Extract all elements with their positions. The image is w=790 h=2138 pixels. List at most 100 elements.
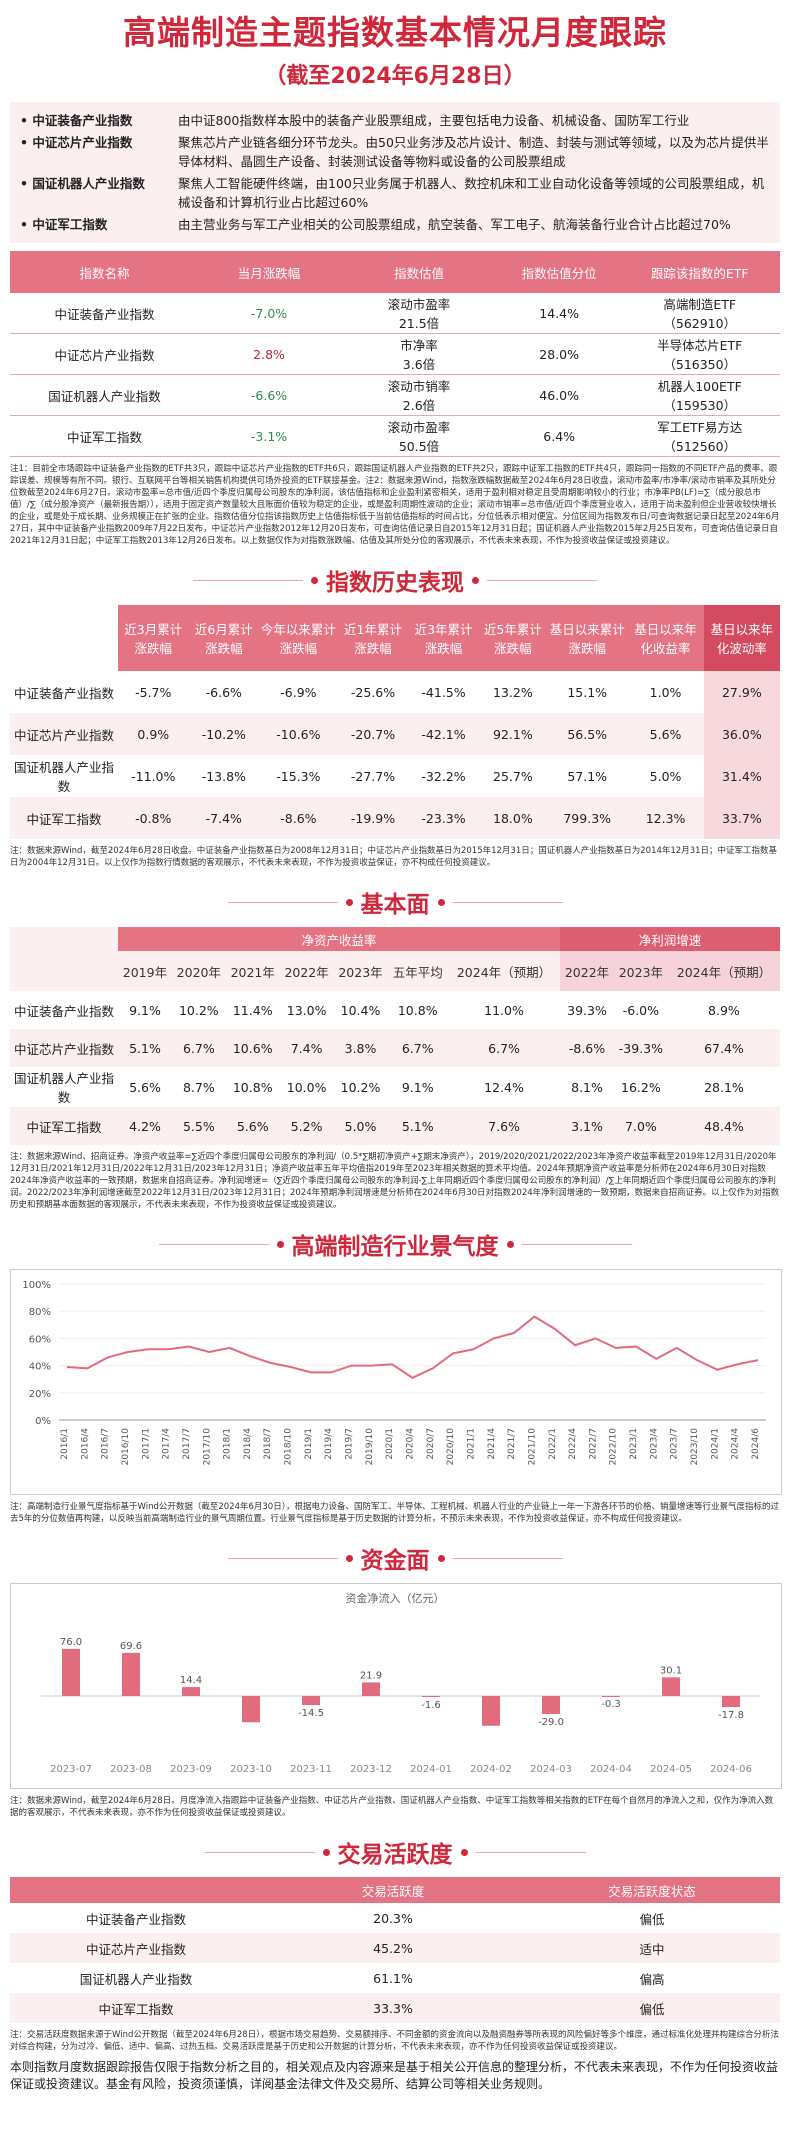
history-value: 18.0% xyxy=(493,810,533,826)
bar xyxy=(122,1652,140,1696)
index-name: 国证机器人产业指数 xyxy=(13,760,114,794)
bar-value-label: 30.1 xyxy=(660,1665,682,1676)
bar xyxy=(362,1682,380,1696)
valuation-type: 滚动市盈率 xyxy=(387,297,451,312)
index-name: 中证芯片产业指数 xyxy=(54,347,155,363)
x-tick-label: 2024-01 xyxy=(410,1764,452,1775)
roe-value: 5.1% xyxy=(401,1118,434,1134)
history-value: -8.6% xyxy=(280,810,317,826)
history-row: 中证装备产业指数 -5.7% -6.6% -6.9% -25.6% -41.5% 13.2%… xyxy=(10,671,780,713)
etf-name: 军工ETF易方达 xyxy=(657,420,743,435)
x-tick-label: 2024-05 xyxy=(650,1764,692,1775)
activity-row: 国证机器人产业指数 61.1% 偏高 xyxy=(10,1963,780,1993)
etf-cell: 机器人100ETF （159530） xyxy=(619,375,780,416)
valuation-value: 50.5倍 xyxy=(398,439,440,454)
roe-value: 10.2% xyxy=(340,1079,381,1095)
intro-row: • 中证芯片产业指数 聚焦芯片产业链各细分环节龙头。由50只业务涉及芯片设计、制造… xyxy=(10,133,780,171)
col-header: 基日以来累计涨跌幅 xyxy=(546,605,628,671)
y-tick-label: 80% xyxy=(29,1307,51,1318)
year-header: 2020年 xyxy=(171,951,226,991)
history-value: -10.2% xyxy=(201,726,246,742)
bar xyxy=(422,1696,440,1697)
bar-value-label: -0.3 xyxy=(601,1699,621,1710)
history-value: 13.2% xyxy=(493,684,533,700)
bar-value-label: -17.8 xyxy=(718,1710,744,1721)
roe-value: 9.1% xyxy=(129,1002,161,1018)
growth-value: 7.0% xyxy=(625,1118,657,1134)
roe-value: 6.7% xyxy=(401,1040,434,1056)
history-value: -7.4% xyxy=(205,810,242,826)
x-tick-label: 2023/4 xyxy=(649,1428,659,1460)
x-tick-label: 2024-04 xyxy=(590,1764,632,1775)
funds-chart: 资金净流入（亿元） 76.0 2023-07 69.6 2023-08 14.4 2023-… xyxy=(10,1583,782,1789)
roe-value: 5.1% xyxy=(129,1040,161,1056)
valuation-percentile: 6.4% xyxy=(543,428,576,444)
roe-value: 5.2% xyxy=(290,1118,323,1134)
x-tick-label: 2024-03 xyxy=(530,1764,572,1775)
index-intro-panel: • 中证装备产业指数 由中证800指数样本股中的装备产业股票组成，主要包括电力设备… xyxy=(10,102,780,243)
col-header: 近1年累计涨跌幅 xyxy=(337,605,409,671)
monthly-change: -7.0% xyxy=(250,305,288,321)
fundamentals-table-body: 中证装备产业指数 9.1% 10.2% 11.4% 13.0% 10.4% 10.8% 11.… xyxy=(10,991,780,1145)
bar xyxy=(62,1648,80,1696)
growth-value: 67.4% xyxy=(704,1040,744,1056)
growth-value: -8.6% xyxy=(568,1040,606,1056)
activity-row: 中证芯片产业指数 45.2% 适中 xyxy=(10,1933,780,1963)
bar xyxy=(242,1696,260,1723)
x-tick-label: 2018/10 xyxy=(284,1428,294,1466)
index-name: 国证机器人产业指数 xyxy=(79,1971,193,1987)
valuation-type: 滚动市销率 xyxy=(387,379,451,394)
x-tick-label: 2024-02 xyxy=(470,1764,512,1775)
intro-row: • 国证机器人产业指数 聚焦人工智能硬件终端，由100只业务属于机器人、数控机床和… xyxy=(10,174,780,212)
history-value: 0.9% xyxy=(137,726,170,742)
roe-value: 12.4% xyxy=(484,1079,524,1095)
etf-name: 高端制造ETF xyxy=(663,297,737,312)
x-tick-label: 2023-11 xyxy=(290,1764,332,1775)
index-name: 中证芯片产业指数 xyxy=(85,1941,186,1957)
activity-table-body: 中证装备产业指数 20.3% 偏低 中证芯片产业指数 45.2% 适中国证机器人产业指数 6… xyxy=(10,1903,780,2023)
col-header: 跟踪该指数的ETF xyxy=(619,251,780,293)
history-note: 注：数据来源Wind，截至2024年6月28日收盘。中证装备产业指数基日为200… xyxy=(10,846,778,868)
col-header: 近5年累计涨跌幅 xyxy=(478,605,547,671)
x-tick-label: 2022/4 xyxy=(568,1428,578,1460)
x-tick-label: 2022/1 xyxy=(548,1428,558,1460)
y-tick-label: 20% xyxy=(29,1389,51,1400)
history-value: -11.0% xyxy=(131,768,176,784)
disclaimer: 本则指数月度数据跟踪报告仅限于指数分析之目的，相关观点及内容源来是基于相关公开信… xyxy=(10,2060,779,2091)
valuation-type: 市净率 xyxy=(400,338,438,353)
history-value: 31.4% xyxy=(703,755,780,797)
valuation-row: 国证机器人产业指数 -6.6% 滚动市销率 2.6倍 46.0% 机器人100ETF （15… xyxy=(10,374,780,416)
valuation-row: 中证军工指数 -3.1% 滚动市盈率 50.5倍 6.4% 军工ETF易方达 （512560… xyxy=(10,415,780,457)
x-tick-label: 2018/7 xyxy=(263,1428,273,1460)
x-tick-label: 2020/1 xyxy=(385,1428,395,1460)
roe-value: 9.1% xyxy=(401,1079,434,1095)
x-tick-label: 2016/4 xyxy=(80,1428,90,1460)
history-value: 12.3% xyxy=(645,810,686,826)
x-tick-label: 2023/1 xyxy=(629,1428,639,1460)
y-tick-label: 40% xyxy=(29,1362,51,1373)
history-value: -23.3% xyxy=(421,810,466,826)
x-tick-label: 2024-06 xyxy=(710,1764,752,1775)
valuation-cell: 滚动市销率 2.6倍 xyxy=(339,375,499,416)
roe-value: 5.6% xyxy=(129,1079,161,1095)
bar xyxy=(542,1696,560,1714)
year-header: 2023年 xyxy=(333,951,388,991)
x-tick-label: 2023-10 xyxy=(230,1764,272,1775)
roe-value: 6.7% xyxy=(182,1040,215,1056)
activity-table: 交易活跃度 交易活跃度状态 中证装备产业指数 20.3% 偏低 中证芯片产业指数 45.… xyxy=(10,1877,780,2023)
activity-status: 偏低 xyxy=(639,2001,665,2017)
x-tick-label: 2021/1 xyxy=(466,1428,476,1460)
history-value: -6.9% xyxy=(280,684,317,700)
prosperity-line-chart: 0% 20% 40% 60% 80% 100% 2016/1 2016/4 2016/7 2016… xyxy=(22,1280,766,1466)
prosperity-section-title: 高端制造行业景气度 xyxy=(0,1227,790,1261)
x-tick-label: 2017/1 xyxy=(141,1428,151,1460)
valuation-percentile: 28.0% xyxy=(539,346,580,362)
activity-value: 61.1% xyxy=(373,1970,413,1986)
index-name: 中证芯片产业指数 xyxy=(13,727,114,743)
etf-cell: 高端制造ETF （562910） xyxy=(619,293,780,334)
index-name: 中证军工指数 xyxy=(98,2001,174,2017)
growth-value: 39.3% xyxy=(567,1002,607,1018)
x-tick-label: 2023/7 xyxy=(670,1428,680,1460)
history-value: 36.0% xyxy=(703,713,780,755)
activity-row: 中证装备产业指数 20.3% 偏低 xyxy=(10,1903,780,1933)
